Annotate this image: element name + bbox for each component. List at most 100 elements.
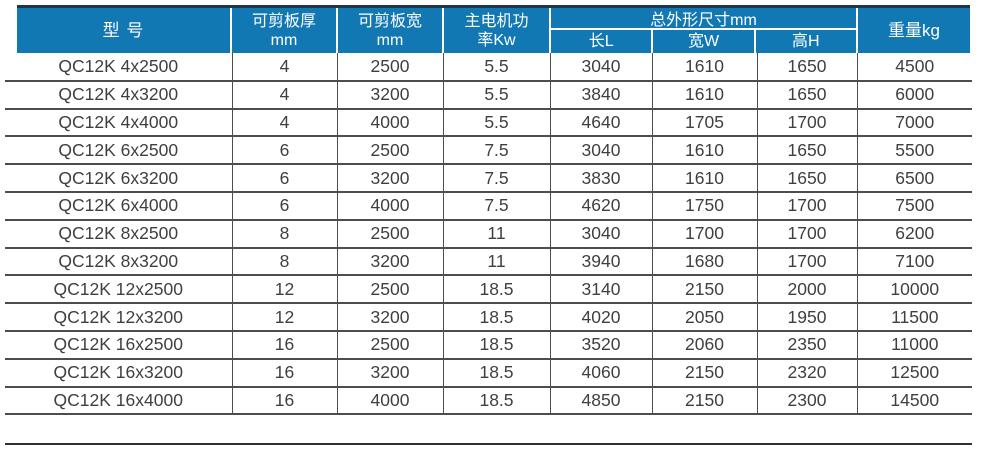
cell-dim-length: 3040 (550, 219, 653, 249)
cell-model: QC12K 16x3200 (5, 358, 233, 388)
cell-width: 2500 (337, 275, 444, 305)
cell-weight: 7500 (857, 191, 972, 221)
header-model: 型 号 (17, 8, 230, 53)
spec-table: QC12K 4x2500 4 2500 5.5 3040 1610 1650 4500 QC12… (5, 53, 972, 416)
cell-dim-height: 2300 (757, 386, 858, 416)
cell-weight: 7000 (857, 108, 972, 138)
cell-dim-height: 1700 (757, 191, 858, 221)
cell-model: QC12K 16x2500 (5, 330, 233, 360)
table-row: QC12K 6x3200 6 3200 7.5 3830 1610 1650 6500 (5, 164, 972, 193)
header-dim-length: 长L (551, 30, 652, 53)
cell-weight: 10000 (857, 275, 972, 305)
cell-dim-height: 1700 (757, 108, 858, 138)
table-row: QC12K 8x2500 8 2500 11 3040 1700 1700 6200 (5, 219, 972, 249)
cell-power: 18.5 (443, 303, 551, 332)
cell-width: 3200 (337, 164, 444, 193)
table-row: QC12K 6x4000 6 4000 7.5 4620 1750 1700 7500 (5, 191, 972, 221)
table-row: QC12K 12x3200 12 3200 18.5 4020 2050 1950 11500 (5, 303, 972, 332)
cell-power: 18.5 (443, 386, 551, 416)
cell-thickness: 8 (232, 247, 338, 277)
cell-model: QC12K 8x2500 (5, 219, 233, 249)
cell-dim-width: 2050 (652, 303, 758, 332)
cell-power: 11 (443, 247, 551, 277)
cell-power: 5.5 (443, 53, 551, 82)
cell-model: QC12K 4x4000 (5, 108, 233, 138)
cell-dim-length: 4640 (550, 108, 653, 138)
cell-dim-width: 1750 (652, 191, 758, 221)
table-header: 型 号 可剪板厚 mm 可剪板宽 mm 主电机功 率Kw 总外形尺寸mm 长L … (17, 5, 970, 53)
header-dimensions: 总外形尺寸mm (551, 8, 856, 29)
cell-dim-width: 1705 (652, 108, 758, 138)
cell-thickness: 16 (232, 386, 338, 416)
cell-thickness: 16 (232, 358, 338, 388)
cell-dim-height: 2350 (757, 330, 858, 360)
cell-dim-length: 3040 (550, 136, 653, 166)
cell-power: 7.5 (443, 164, 551, 193)
header-thickness: 可剪板厚 mm (232, 8, 336, 53)
cell-dim-width: 1700 (652, 219, 758, 249)
cell-dim-width: 1610 (652, 80, 758, 110)
cell-thickness: 6 (232, 191, 338, 221)
header-dim-height: 高H (755, 30, 856, 53)
cell-dim-width: 1610 (652, 53, 758, 82)
cell-dim-width: 2150 (652, 386, 758, 416)
header-dimensions-subrow: 长L 宽W 高H (551, 30, 856, 53)
cell-dim-length: 3040 (550, 53, 653, 82)
cell-dim-height: 1650 (757, 136, 858, 166)
cell-dim-width: 2150 (652, 358, 758, 388)
cell-thickness: 4 (232, 53, 338, 82)
cell-dim-length: 3840 (550, 80, 653, 110)
header-weight: 重量kg (858, 8, 970, 53)
cell-dim-width: 1680 (652, 247, 758, 277)
cell-model: QC12K 4x3200 (5, 80, 233, 110)
table-body: QC12K 4x2500 4 2500 5.5 3040 1610 1650 4500 QC12… (5, 53, 972, 416)
cell-dim-length: 3140 (550, 275, 653, 305)
cell-model: QC12K 4x2500 (5, 53, 233, 82)
cell-width: 3200 (337, 303, 444, 332)
cell-dim-height: 1700 (757, 219, 858, 249)
cell-weight: 14500 (857, 386, 972, 416)
cell-dim-height: 2000 (757, 275, 858, 305)
cell-power: 5.5 (443, 108, 551, 138)
header-width: 可剪板宽 mm (338, 8, 442, 53)
cell-dim-width: 1610 (652, 136, 758, 166)
cell-width: 3200 (337, 358, 444, 388)
cell-weight: 12500 (857, 358, 972, 388)
cell-power: 18.5 (443, 275, 551, 305)
table-bottom-rule (5, 442, 972, 445)
cell-width: 4000 (337, 191, 444, 221)
cell-power: 7.5 (443, 136, 551, 166)
cell-thickness: 6 (232, 164, 338, 193)
header-dim-width: 宽W (653, 30, 754, 53)
table-row: QC12K 4x2500 4 2500 5.5 3040 1610 1650 4500 (5, 53, 972, 82)
cell-power: 18.5 (443, 330, 551, 360)
table-row: QC12K 8x3200 8 3200 11 3940 1680 1700 7100 (5, 247, 972, 277)
table-row: QC12K 16x3200 16 3200 18.5 4060 2150 2320 12500 (5, 358, 972, 388)
cell-weight: 7100 (857, 247, 972, 277)
cell-dim-length: 3940 (550, 247, 653, 277)
cell-power: 11 (443, 219, 551, 249)
cell-thickness: 12 (232, 303, 338, 332)
cell-power: 18.5 (443, 358, 551, 388)
cell-width: 2500 (337, 53, 444, 82)
table-row: QC12K 6x2500 6 2500 7.5 3040 1610 1650 5500 (5, 136, 972, 166)
cell-width: 3200 (337, 80, 444, 110)
cell-dim-height: 1650 (757, 164, 858, 193)
header-dimensions-group: 总外形尺寸mm 长L 宽W 高H (551, 8, 856, 53)
cell-model: QC12K 12x3200 (5, 303, 233, 332)
cell-weight: 11000 (857, 330, 972, 360)
cell-thickness: 16 (232, 330, 338, 360)
table-row: QC12K 12x2500 12 2500 18.5 3140 2150 2000 10000 (5, 275, 972, 305)
cell-thickness: 8 (232, 219, 338, 249)
cell-thickness: 4 (232, 108, 338, 138)
table-row: QC12K 4x4000 4 4000 5.5 4640 1705 1700 7000 (5, 108, 972, 138)
cell-weight: 6000 (857, 80, 972, 110)
cell-weight: 5500 (857, 136, 972, 166)
cell-dim-width: 2060 (652, 330, 758, 360)
cell-dim-length: 4020 (550, 303, 653, 332)
cell-dim-length: 4060 (550, 358, 653, 388)
cell-dim-height: 2320 (757, 358, 858, 388)
cell-dim-length: 4620 (550, 191, 653, 221)
cell-width: 4000 (337, 386, 444, 416)
